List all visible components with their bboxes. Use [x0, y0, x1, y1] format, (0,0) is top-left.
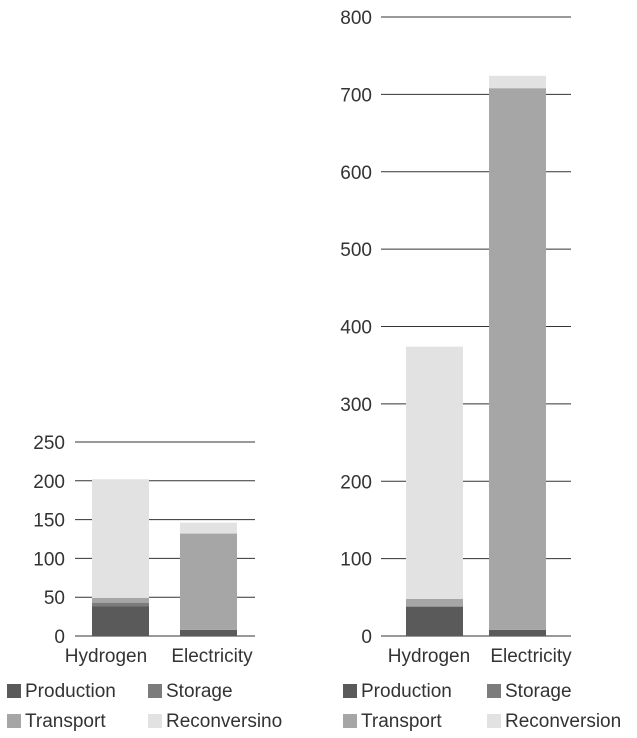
- legend-label: Transport: [25, 711, 106, 732]
- legend-swatch: [7, 714, 21, 728]
- bar-segment: [406, 346, 463, 599]
- y-tick-label: 300: [340, 395, 372, 416]
- legend-label: Storage: [505, 681, 572, 702]
- y-tick-label: 150: [33, 511, 65, 532]
- y-tick-label: 0: [54, 627, 65, 648]
- bar-segment: [489, 629, 546, 636]
- bar-segment: [406, 598, 463, 607]
- y-tick-label: 100: [33, 549, 65, 570]
- legend-label: Production: [25, 681, 116, 702]
- bar-segment: [489, 88, 546, 630]
- y-tick-label: 500: [340, 240, 372, 261]
- legend-swatch: [487, 684, 501, 698]
- x-category-label: Hydrogen: [65, 646, 147, 667]
- legend-label: Transport: [361, 711, 442, 732]
- legend-swatch: [7, 684, 21, 698]
- y-tick-label: 100: [340, 550, 372, 571]
- y-tick-label: 200: [33, 472, 65, 493]
- bar-segment: [180, 533, 237, 630]
- bar-segment: [406, 606, 463, 636]
- y-tick-label: 50: [44, 588, 65, 609]
- bar-segment: [180, 522, 237, 534]
- x-category-label: Electricity: [490, 646, 572, 667]
- x-category-label: Electricity: [171, 646, 253, 667]
- legend-label: Production: [361, 681, 452, 702]
- y-tick-label: 400: [340, 318, 372, 339]
- bar-segment: [92, 606, 149, 636]
- y-tick-label: 200: [340, 472, 372, 493]
- legend-swatch: [148, 714, 162, 728]
- x-category-label: Hydrogen: [388, 646, 470, 667]
- y-tick-label: 600: [340, 163, 372, 184]
- legend-swatch: [487, 714, 501, 728]
- legend-label: Reconversion: [505, 711, 621, 732]
- bar-segment: [92, 597, 149, 603]
- legend-swatch: [343, 714, 357, 728]
- bar-segment: [92, 479, 149, 598]
- legend-label: Reconversino: [166, 711, 282, 732]
- bar-segment: [489, 75, 546, 89]
- legend-swatch: [148, 684, 162, 698]
- y-tick-label: 250: [33, 433, 65, 454]
- legend-swatch: [343, 684, 357, 698]
- y-tick-label: 0: [361, 627, 372, 648]
- legend-label: Storage: [166, 681, 233, 702]
- y-tick-label: 700: [340, 85, 372, 106]
- bar-segment: [92, 602, 149, 607]
- y-tick-label: 800: [340, 8, 372, 29]
- bar-segment: [180, 629, 237, 636]
